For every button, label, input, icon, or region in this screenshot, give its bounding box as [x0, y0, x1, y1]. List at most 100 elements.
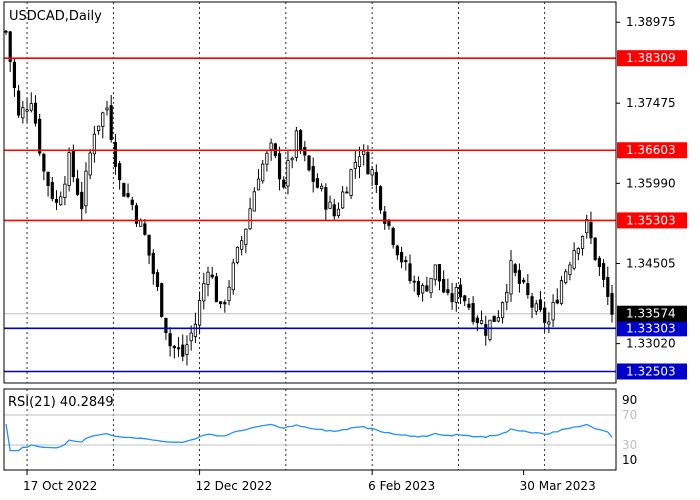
candle-body	[84, 170, 88, 207]
candle-body	[530, 296, 534, 308]
candle-body	[214, 276, 219, 303]
candle-body	[235, 246, 240, 263]
candle-body	[395, 245, 399, 256]
candle-body	[446, 289, 450, 294]
candle-body	[307, 155, 311, 171]
candle-body	[315, 178, 320, 188]
candle-body	[425, 285, 429, 292]
candle-body	[568, 264, 572, 275]
candle-body	[130, 199, 134, 205]
candle-body	[38, 118, 42, 154]
candle-body	[391, 227, 395, 246]
candle-body	[336, 208, 341, 217]
candle-body	[54, 198, 59, 203]
candle-body	[471, 303, 475, 323]
candle-body	[134, 205, 139, 224]
candle-body	[118, 163, 122, 181]
vertical-grid	[26, 2, 546, 383]
rsi-axis-90: 90	[622, 393, 637, 407]
candle-body	[80, 191, 84, 210]
candle-body	[122, 183, 126, 197]
candle-body	[593, 237, 597, 260]
candle-body	[500, 302, 505, 319]
price-tick-label: 1.33020	[626, 337, 676, 351]
candle-body	[534, 303, 538, 312]
candle-body	[412, 280, 416, 283]
candle-body	[172, 346, 176, 349]
candle-body	[277, 153, 282, 180]
candle-body	[433, 264, 437, 281]
level-label-bg	[617, 212, 687, 229]
rsi-label: RSI(21) 40.2849	[8, 395, 114, 410]
candle-body	[475, 317, 479, 324]
candle-body	[378, 186, 383, 211]
horizontal-levels	[4, 57, 616, 373]
candle-body	[538, 299, 543, 311]
current-price-text: 1.33574	[626, 307, 676, 321]
price-panel-frame	[3, 1, 617, 384]
candle-body	[597, 257, 601, 267]
candle-body	[244, 228, 248, 245]
candle-body	[513, 264, 517, 273]
candle-body	[526, 283, 530, 296]
candle-body	[564, 271, 568, 283]
candle-body	[168, 333, 172, 347]
candle-body	[324, 187, 328, 210]
candle-body	[193, 323, 197, 337]
candle-body	[12, 61, 17, 88]
candle-body	[551, 301, 555, 321]
candle-body	[383, 211, 387, 224]
candle-body	[496, 317, 500, 322]
rsi-axis-10: 10	[622, 453, 637, 467]
level-labels: 1.38309 1.36603 1.35303 1.33303 1.32503	[617, 50, 687, 380]
candle-body	[522, 279, 526, 283]
candle-body	[185, 344, 189, 356]
candle-body	[155, 272, 160, 288]
candle-body	[458, 284, 463, 298]
candle-body	[421, 285, 425, 294]
candle-body	[223, 301, 227, 305]
candle-body	[416, 280, 421, 295]
candle-body	[269, 142, 273, 150]
candle-body	[46, 171, 50, 186]
candle-body	[181, 344, 185, 357]
candle-body	[429, 277, 433, 294]
rsi-level-70-label: 70	[622, 408, 637, 422]
candle-body	[59, 196, 63, 206]
candle-body	[126, 193, 130, 197]
candle-body	[294, 130, 298, 158]
rsi-panel: RSI(21) 40.2849 90 10 70 30	[3, 388, 637, 471]
price-axis: 1.38975 1.37475 1.35990 1.34505 1.33020 1.38…	[616, 15, 687, 380]
time-tick-label: 6 Feb 2023	[368, 479, 435, 493]
level-label-bg	[617, 50, 687, 67]
candle-body	[555, 299, 559, 304]
candle-body	[492, 315, 496, 322]
candle-body	[139, 220, 143, 227]
time-tick-label: 17 Oct 2022	[23, 479, 97, 493]
candle-body	[357, 156, 362, 167]
candle-body	[463, 295, 467, 302]
candle-body	[467, 303, 471, 308]
candle-body	[227, 286, 231, 301]
candle-body	[328, 201, 332, 209]
level-label-bg	[617, 142, 687, 159]
candles	[4, 29, 614, 366]
candle-body	[256, 178, 261, 191]
candle-body	[147, 234, 151, 256]
candle-body	[509, 260, 513, 295]
candle-body	[252, 191, 256, 212]
candle-body	[488, 319, 492, 340]
candle-body	[164, 317, 168, 334]
price-tick-label: 1.38975	[626, 15, 676, 29]
candle-body	[479, 320, 484, 324]
candle-body	[374, 172, 378, 185]
candle-body	[349, 169, 353, 196]
current-price-label: 1.33574	[617, 305, 687, 322]
rsi-panel-frame	[3, 388, 617, 471]
candle-body	[341, 191, 345, 209]
level-label: 1.33303	[626, 321, 676, 335]
candle-body	[282, 179, 286, 188]
candle-body	[29, 103, 33, 111]
candle-body	[75, 178, 80, 195]
